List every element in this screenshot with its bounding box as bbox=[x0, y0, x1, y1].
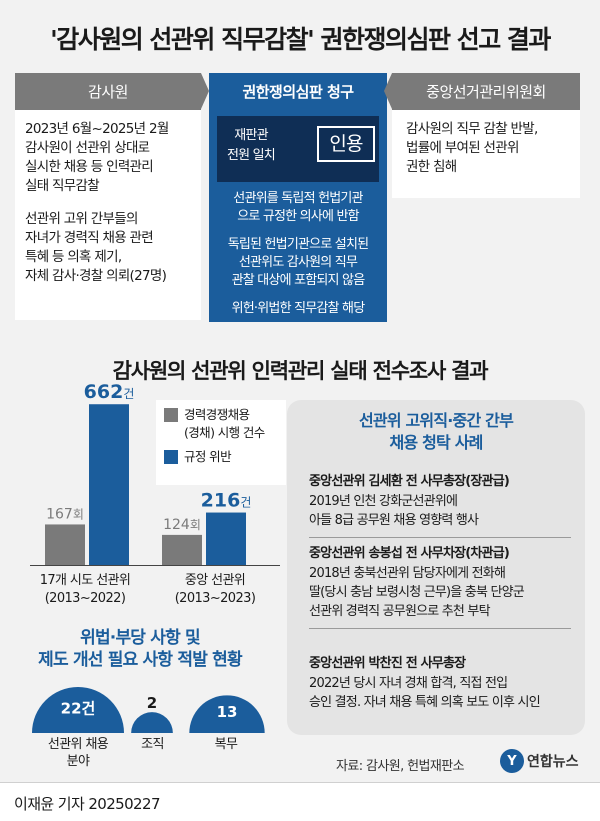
violation-semicircle bbox=[32, 687, 124, 733]
cases-panel: 선관위 고위직·중간 간부 채용 청탁 사례 중앙선관위 김세환 전 사무총장(… bbox=[287, 400, 585, 735]
violation-semicircle bbox=[131, 712, 173, 733]
case-heading: 중앙선관위 김세환 전 사무총장(장관급) bbox=[309, 474, 510, 489]
violation-label: 선관위 채용 분야 bbox=[47, 737, 109, 769]
verdict-unanimous: 재판관 전원 일치 bbox=[227, 128, 276, 163]
cases-title: 선관위 고위직·중간 간부 채용 청탁 사례 bbox=[358, 411, 514, 452]
violation-value: 13 bbox=[217, 703, 238, 721]
x-tick-label: 17개 시도 선관위 (2013~2022) bbox=[39, 573, 131, 606]
verdict-item: 위헌·위법한 직무감찰 해당 bbox=[231, 301, 366, 316]
survey-title: 감사원의 선관위 인력관리 실태 전수조사 결과 bbox=[112, 359, 489, 383]
verdict-box: 재판관 전원 일치 인용 bbox=[217, 116, 379, 182]
legend-swatch-blue bbox=[164, 450, 178, 464]
verdict-item: 독립된 헌법기관으로 설치된 선관위도 감사원의 직무 관찰 대상에 포함되지 … bbox=[227, 237, 369, 288]
yonhap-logo-icon: Y bbox=[500, 749, 524, 773]
election-commission-panel: 감사원의 직무 감찰 반발, 법률에 부여된 선관위 권한 침해 bbox=[392, 110, 580, 198]
data-label: 662건 bbox=[84, 381, 135, 403]
arrow-right-icon bbox=[201, 73, 209, 109]
case-item: 중앙선관위 김세환 전 사무총장(장관급) 2019년 인천 강화군선관위에 아… bbox=[309, 472, 577, 530]
data-label: 167회 bbox=[46, 506, 84, 522]
violation-semicircle bbox=[189, 695, 265, 733]
data-label: 216건 bbox=[201, 490, 252, 512]
bar bbox=[162, 534, 202, 565]
case-item: 중앙선관위 송봉섭 전 사무차장(차관급) 2018년 충북선관위 담당자에게 … bbox=[309, 544, 577, 621]
violations-title: 위법·부당 사항 및 제도 개선 필요 사항 적발 현황 bbox=[38, 628, 242, 670]
violation-label: 조직 bbox=[141, 737, 164, 752]
data-label: 124회 bbox=[163, 517, 201, 533]
source-credit: 자료: 감사원, 헌법재판소 bbox=[336, 759, 465, 774]
violation-value: 22건 bbox=[61, 700, 96, 718]
verdict-panel: 재판관 전원 일치 인용 선관위를 독립적 헌법기관 으로 규정한 의사에 반함… bbox=[209, 110, 387, 322]
header-competence-dispute: 권한쟁의심판 청구 bbox=[209, 73, 387, 110]
verdict-stamp: 인용 bbox=[317, 126, 375, 162]
bar bbox=[206, 512, 246, 565]
case-heading: 중앙선관위 박찬진 전 사무총장 bbox=[309, 656, 466, 671]
case-item: 중앙선관위 박찬진 전 사무총장 2022년 당시 자녀 경채 합격, 직접 전… bbox=[309, 654, 577, 712]
bar bbox=[45, 524, 85, 565]
case-divider bbox=[309, 537, 571, 538]
arrow-left-icon bbox=[384, 73, 392, 109]
yonhap-logo-text: 연합뉴스 bbox=[527, 754, 579, 770]
page-title: '감사원의 선관위 직무감찰' 권한쟁의심판 선고 결과 bbox=[50, 25, 551, 54]
legend-swatch-gray bbox=[164, 408, 178, 422]
header-audit-board: 감사원 bbox=[15, 73, 201, 110]
x-tick-label: 중앙 선관위 (2013~2023) bbox=[174, 573, 256, 606]
header-election-commission: 중앙선거관리위원회 bbox=[392, 73, 580, 110]
violation-value: 2 bbox=[147, 694, 157, 712]
byline: 이재윤 기자 20250227 bbox=[0, 782, 600, 821]
case-divider bbox=[309, 628, 571, 629]
chart-legend: 경력경쟁채용 (경채) 시행 건수 규정 위반 bbox=[156, 400, 286, 485]
audit-board-panel: 2023년 6월~2025년 2월 감사원이 선관위 상대로 실시한 채용 등 … bbox=[15, 110, 201, 320]
violation-label: 복무 bbox=[214, 737, 238, 752]
legend-item-hiring: 경력경쟁채용 (경채) 시행 건수 bbox=[164, 406, 278, 442]
audit-board-text-1: 2023년 6월~2025년 2월 감사원이 선관위 상대로 실시한 채용 등 … bbox=[25, 121, 169, 194]
yonhap-logo: Y 연합뉴스 bbox=[500, 749, 579, 773]
legend-item-violation: 규정 위반 bbox=[164, 448, 278, 466]
verdict-item: 선관위를 독립적 헌법기관 으로 규정한 의사에 반함 bbox=[233, 191, 363, 224]
bar bbox=[89, 404, 129, 565]
audit-board-text-2: 선관위 고위 간부들의 자녀가 경력직 채용 관련 특혜 등 의혹 제기, 자체… bbox=[25, 211, 167, 284]
case-heading: 중앙선관위 송봉섭 전 사무차장(차관급) bbox=[309, 546, 510, 561]
